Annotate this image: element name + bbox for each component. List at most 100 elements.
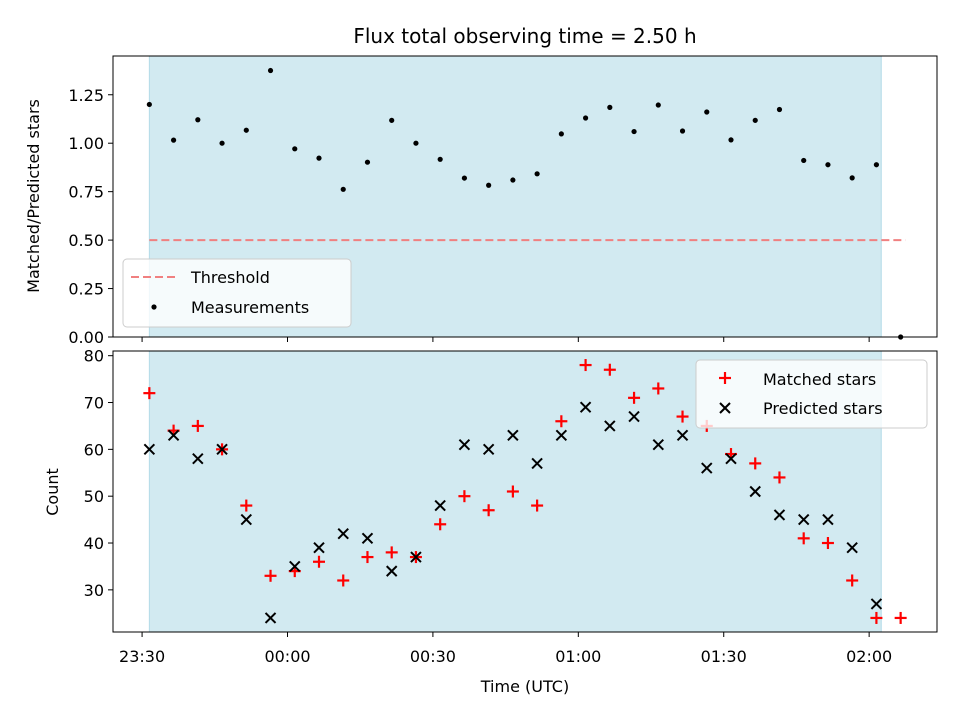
top-y-tick-label: 0.25 bbox=[68, 280, 104, 299]
predicted-star-point bbox=[482, 443, 495, 456]
bottom-y-tick-label: 40 bbox=[84, 534, 104, 553]
measurement-point bbox=[437, 156, 443, 162]
matched-star-point bbox=[555, 415, 568, 428]
matched-star-point bbox=[482, 504, 495, 517]
matched-star-point bbox=[676, 410, 689, 423]
predicted-star-point bbox=[410, 551, 422, 563]
matched-star-point bbox=[264, 569, 277, 582]
x-tick-label: 01:00 bbox=[555, 647, 601, 666]
top-legend: Threshold Measurements bbox=[122, 258, 352, 328]
predicted-star-point bbox=[385, 565, 398, 577]
predicted-star-stroke-b bbox=[410, 551, 422, 563]
matched-star-point bbox=[337, 574, 350, 587]
top-y-tick-label: 1.25 bbox=[68, 86, 104, 105]
matched-star-point bbox=[361, 551, 374, 564]
matched-star-point bbox=[506, 485, 519, 498]
predicted-legend-swatch bbox=[719, 402, 731, 414]
predicted-star-stroke-b bbox=[725, 453, 737, 465]
predicted-star-point bbox=[749, 485, 761, 498]
x-tick-label: 02:00 bbox=[846, 647, 892, 666]
predicted-star-stroke-b bbox=[870, 598, 883, 610]
predicted-star-stroke-b bbox=[143, 443, 156, 456]
measurement-point bbox=[776, 106, 783, 113]
predicted-star-stroke-b bbox=[797, 513, 810, 526]
predicted-star-point bbox=[870, 598, 883, 610]
measurement-point bbox=[413, 140, 419, 146]
predicted-star-stroke-b bbox=[192, 453, 204, 465]
matched-star-point bbox=[240, 499, 253, 512]
measurement-point bbox=[389, 117, 395, 123]
predicted-star-stroke-b bbox=[458, 438, 471, 451]
measurement-point bbox=[849, 175, 855, 181]
measurement-point bbox=[292, 146, 298, 152]
predicted-star-stroke-b bbox=[385, 565, 398, 577]
predicted-star-point bbox=[725, 453, 737, 465]
measurement-point bbox=[267, 67, 274, 74]
predicted-star-stroke-b bbox=[240, 513, 253, 526]
measurement-point bbox=[728, 137, 734, 143]
predicted-star-stroke-b bbox=[337, 527, 349, 540]
x-tick-label: 00:00 bbox=[264, 647, 310, 666]
predicted-star-stroke-b bbox=[846, 541, 858, 554]
measurement-point bbox=[704, 109, 710, 115]
top-y-tick-label: 0.75 bbox=[68, 183, 104, 202]
matched-star-point bbox=[894, 611, 907, 624]
bottom-y-tick-label: 50 bbox=[84, 487, 104, 506]
matched-star-point bbox=[628, 391, 641, 404]
predicted-star-stroke-b bbox=[676, 429, 689, 442]
measurement-point bbox=[582, 115, 589, 121]
predicted-star-point bbox=[507, 429, 519, 442]
predicted-star-point bbox=[555, 429, 568, 442]
top-y-tick-label: 0.00 bbox=[68, 328, 104, 347]
x-tick-label: 00:30 bbox=[410, 647, 456, 666]
predicted-star-point bbox=[216, 443, 228, 456]
measurement-point bbox=[364, 159, 371, 165]
predicted-star-stroke-b bbox=[555, 429, 568, 442]
matched-star-point bbox=[385, 546, 398, 559]
predicted-star-stroke-b bbox=[579, 401, 592, 413]
predicted-star-point bbox=[313, 541, 325, 554]
predicted-star-stroke-b bbox=[361, 532, 374, 545]
measurement-point bbox=[340, 186, 346, 192]
predicted-star-point bbox=[361, 532, 374, 545]
top-x-ticks bbox=[141, 337, 870, 342]
predicted-stars-points bbox=[143, 401, 883, 624]
measurement-point bbox=[801, 157, 807, 164]
measurement-point bbox=[873, 162, 880, 168]
predicted-star-stroke-b bbox=[822, 513, 834, 526]
predicted-star-stroke-b bbox=[604, 420, 616, 432]
bottom-y-tick-label: 70 bbox=[84, 394, 104, 413]
predicted-star-stroke-b bbox=[482, 443, 495, 456]
measurement-point bbox=[655, 102, 661, 108]
top-legend-box bbox=[122, 258, 352, 328]
measurement-point bbox=[607, 104, 613, 110]
measurement-point bbox=[752, 117, 758, 123]
bottom-y-ticks: 30 40 50 60 70 80 bbox=[84, 347, 113, 600]
bottom-axes-frame bbox=[112, 350, 938, 633]
matched-legend-label: Matched stars bbox=[763, 370, 876, 389]
matched-star-point bbox=[531, 499, 544, 512]
matched-star-point bbox=[313, 555, 325, 568]
bottom-y-tick-label: 60 bbox=[84, 440, 104, 459]
predicted-star-point bbox=[628, 410, 640, 423]
predicted-star-point bbox=[676, 429, 689, 442]
predicted-star-stroke-b bbox=[749, 485, 761, 498]
predicted-star-point bbox=[822, 513, 834, 526]
matched-star-point bbox=[773, 471, 786, 484]
top-y-axis-label: Matched/Predicted stars bbox=[24, 99, 43, 293]
chart-title: Flux total observing time = 2.50 h bbox=[353, 24, 696, 48]
matched-legend-swatch bbox=[719, 372, 731, 384]
predicted-star-stroke-b bbox=[507, 429, 519, 442]
bottom-panel: 30 40 50 60 70 80 23:30 00:00 00:30 01:00 01:30 02… bbox=[43, 347, 938, 696]
predicted-star-stroke-b bbox=[434, 499, 446, 512]
measurement-point bbox=[219, 140, 225, 146]
predicted-star-point bbox=[773, 509, 786, 521]
measurement-point bbox=[486, 182, 492, 188]
predicted-star-point bbox=[701, 462, 713, 474]
predicted-star-point bbox=[264, 612, 277, 624]
measurement-point bbox=[316, 155, 322, 161]
predicted-star-point bbox=[846, 541, 858, 554]
x-tick-label: 01:30 bbox=[701, 647, 747, 666]
predicted-star-stroke-b bbox=[216, 443, 228, 456]
predicted-star-point bbox=[143, 443, 156, 456]
